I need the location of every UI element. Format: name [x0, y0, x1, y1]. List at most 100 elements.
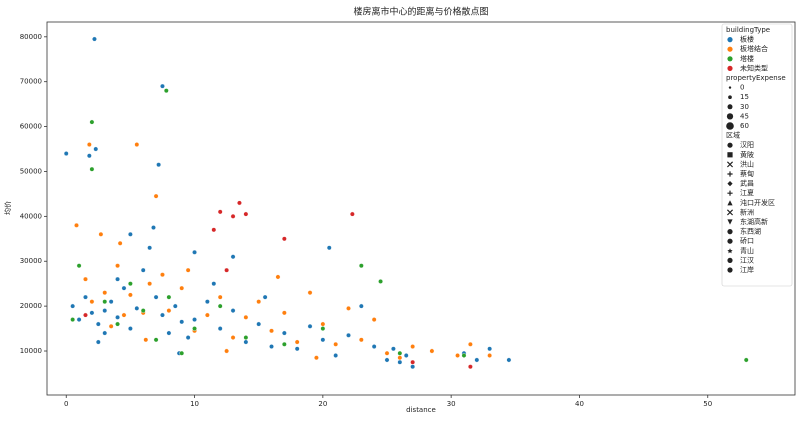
point: [179, 350, 185, 356]
legend-title: buildingType: [726, 26, 770, 34]
point: [461, 353, 467, 358]
legend-style-marker: [727, 229, 733, 235]
point: [294, 346, 300, 352]
legend-marker: [727, 56, 733, 62]
point: [211, 281, 217, 287]
point: [95, 339, 101, 345]
legend-label: 15: [740, 93, 749, 101]
legend-label: 蔡甸: [740, 169, 754, 178]
point: [102, 299, 108, 305]
point: [326, 245, 332, 251]
point: [358, 337, 364, 343]
point: [403, 353, 409, 358]
legend-style-marker: [727, 257, 733, 263]
point: [307, 290, 313, 296]
point: [108, 323, 114, 329]
legend-label: 60: [740, 122, 749, 130]
y-tick-label: 40000: [20, 212, 42, 220]
point: [243, 339, 249, 345]
point: [166, 308, 172, 314]
legend-marker: [727, 46, 733, 52]
point: [230, 254, 236, 260]
legend-title: propertyExpense: [726, 74, 786, 82]
legend-label: 洪山: [740, 159, 754, 168]
legend-style-marker: [727, 238, 733, 244]
legend-style-marker: [727, 200, 733, 206]
y-tick-label: 10000: [20, 347, 42, 355]
point: [86, 153, 92, 159]
point: [89, 119, 95, 125]
point: [121, 312, 127, 318]
point: [156, 162, 162, 168]
legend-label: 0: [740, 84, 744, 92]
point: [179, 285, 185, 291]
legend-marker: [727, 37, 733, 43]
legend-label: 东西湖: [740, 227, 761, 236]
legend-size-marker: [727, 104, 733, 110]
point: [147, 281, 153, 287]
point: [314, 355, 319, 361]
point: [185, 335, 191, 340]
legend-title: 区域: [726, 131, 740, 140]
point: [115, 321, 120, 327]
legend-label: 板楼: [740, 35, 754, 44]
legend-label: 30: [740, 103, 749, 111]
point: [349, 211, 355, 217]
point: [346, 305, 351, 311]
point: [333, 353, 339, 358]
point: [70, 317, 76, 322]
point: [98, 231, 104, 237]
point: [153, 193, 159, 199]
point: [163, 88, 169, 94]
point: [467, 341, 473, 347]
point: [371, 317, 377, 322]
point: [397, 359, 403, 365]
point: [243, 335, 249, 340]
point: [743, 357, 749, 363]
point: [70, 303, 76, 309]
point: [89, 299, 95, 305]
point: [217, 303, 223, 309]
x-tick-label: 40: [575, 400, 584, 408]
point: [506, 357, 512, 363]
legend-label: 未知类型: [740, 63, 768, 72]
point: [281, 310, 287, 316]
point: [192, 317, 197, 322]
point: [160, 312, 165, 318]
point: [134, 305, 140, 311]
x-axis-label: distance: [406, 406, 436, 414]
x-tick-label: 20: [318, 400, 327, 408]
point: [117, 240, 123, 246]
y-tick-label: 30000: [20, 257, 42, 265]
point: [217, 294, 223, 300]
point: [320, 337, 326, 343]
point: [192, 326, 197, 331]
point: [86, 142, 92, 147]
point: [217, 326, 223, 331]
legend-style-marker: [727, 142, 733, 148]
point: [275, 274, 281, 280]
point: [192, 249, 197, 255]
point: [410, 364, 416, 370]
point: [76, 263, 82, 269]
legend-size-marker: [726, 122, 734, 130]
point: [102, 308, 108, 314]
point: [224, 267, 230, 273]
point: [474, 357, 480, 363]
point: [256, 321, 262, 327]
point: [115, 276, 120, 282]
point: [147, 245, 153, 251]
point: [166, 294, 172, 300]
legend-label: 武昌: [740, 179, 754, 188]
point: [204, 299, 210, 305]
legend-label: 黄陂: [740, 150, 754, 159]
point: [391, 346, 396, 352]
point: [89, 166, 95, 172]
point: [140, 308, 146, 314]
point: [127, 292, 133, 298]
point: [320, 321, 326, 327]
x-tick-label: 50: [703, 400, 712, 408]
point: [121, 285, 127, 291]
point: [160, 272, 165, 278]
point: [320, 326, 326, 331]
